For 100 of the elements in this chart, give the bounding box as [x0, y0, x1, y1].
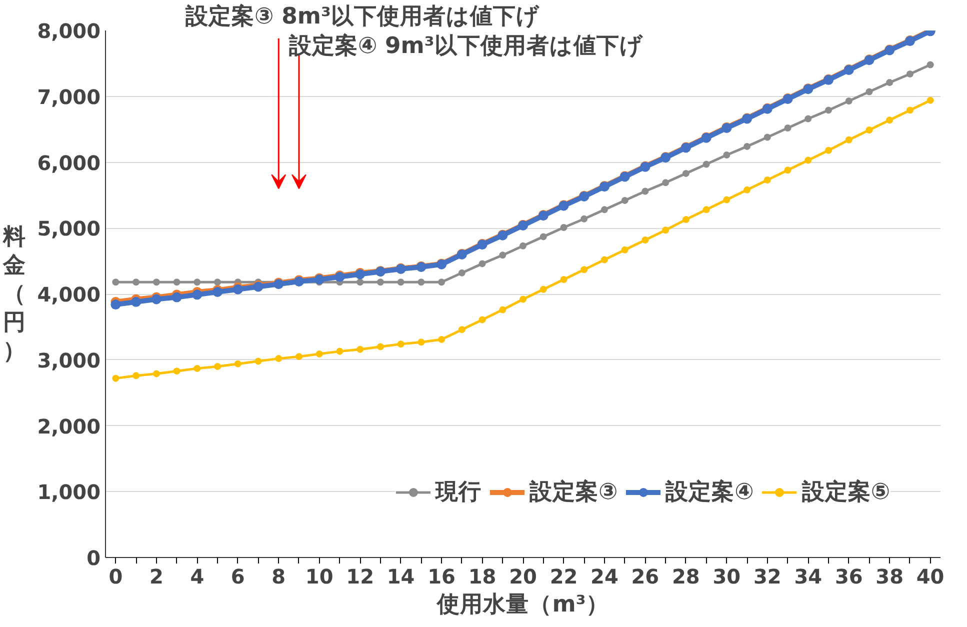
annotation: 設定案④ 9m³以下使用者は値下げ [288, 32, 644, 60]
y-axis-title: 料金（円） [2, 224, 26, 364]
x-axis-title: 使用水量（m³） [436, 592, 609, 618]
x-tick-label: 32 [753, 564, 782, 588]
point [478, 316, 486, 324]
point [723, 196, 730, 204]
point [152, 278, 160, 286]
point [886, 79, 894, 86]
point [784, 166, 792, 174]
x-tick-label: 12 [346, 564, 374, 588]
point [784, 124, 792, 132]
x-tick-label: 6 [230, 564, 245, 588]
y-tick-label: 0 [86, 546, 101, 570]
point [744, 142, 751, 150]
point [662, 179, 670, 186]
legend-label: 現行 [435, 478, 482, 507]
point [926, 96, 934, 104]
x-tick-label: 14 [386, 564, 415, 588]
point [194, 278, 201, 286]
point [499, 306, 506, 314]
point [560, 276, 568, 283]
y-tick-label: 7,000 [37, 84, 101, 109]
point [275, 355, 282, 362]
point [152, 370, 160, 378]
point [866, 126, 873, 134]
point [458, 269, 466, 276]
point [173, 368, 180, 375]
x-tick-label: 24 [590, 564, 618, 588]
point [132, 372, 140, 380]
point [723, 152, 730, 158]
point [295, 353, 302, 360]
point [520, 242, 526, 250]
point [336, 348, 344, 355]
point [804, 156, 812, 164]
point [418, 278, 425, 286]
x-tick-label: 30 [712, 564, 741, 588]
y-tick-label: 2,000 [37, 414, 101, 438]
point [192, 290, 202, 300]
point [824, 106, 832, 114]
point [866, 88, 873, 96]
legend-label: 設定案③ [529, 478, 618, 507]
point [376, 343, 384, 350]
point [438, 278, 446, 286]
point [478, 260, 486, 268]
point [499, 252, 506, 259]
point [520, 296, 526, 303]
y-tick-label: 3,000 [37, 348, 101, 372]
point [682, 216, 690, 224]
point [642, 188, 649, 195]
x-tick-label: 38 [876, 564, 904, 588]
point [702, 160, 710, 168]
point [540, 233, 547, 240]
point [702, 206, 710, 214]
point [642, 236, 649, 244]
x-tick-label: 26 [631, 564, 660, 588]
point [418, 338, 425, 346]
x-tick-label: 16 [428, 564, 456, 588]
point [845, 97, 852, 104]
point [194, 364, 201, 372]
x-tick-label: 40 [916, 564, 944, 588]
y-tick-label: 1,000 [37, 480, 101, 504]
point [906, 70, 914, 78]
point [580, 215, 588, 222]
point [621, 246, 628, 254]
point [560, 224, 568, 231]
point [621, 196, 628, 204]
point [397, 278, 404, 286]
point [540, 286, 547, 293]
point [173, 278, 180, 286]
point [356, 346, 364, 353]
point [886, 116, 894, 124]
point [110, 300, 121, 310]
point [316, 350, 323, 358]
y-tick-label: 5,000 [37, 216, 101, 241]
point [131, 296, 142, 307]
point [580, 266, 588, 274]
y-tick-label: 6,000 [37, 150, 101, 175]
text: 設定案③ 8m³以下使用者は値下げ [184, 2, 541, 30]
point [744, 186, 751, 194]
point [824, 146, 832, 154]
point [662, 226, 670, 234]
point [397, 340, 404, 348]
x-tick-label: 36 [834, 564, 863, 588]
point [254, 358, 262, 365]
legend-label: 設定案⑤ [802, 478, 890, 507]
y-tick-label: 4,000 [37, 282, 101, 306]
point [172, 292, 182, 302]
legend-label: 設定案④ [666, 478, 754, 507]
x-tick-label: 34 [794, 564, 822, 588]
x-tick-label: 8 [272, 564, 286, 588]
point [682, 170, 690, 177]
point [376, 278, 384, 286]
point [804, 115, 812, 122]
x-tick-label: 28 [672, 564, 700, 588]
point [845, 136, 852, 144]
x-tick-label: 0 [108, 564, 123, 588]
point [926, 61, 934, 68]
point [906, 106, 914, 114]
point [764, 176, 771, 184]
x-tick-label: 20 [509, 564, 537, 588]
